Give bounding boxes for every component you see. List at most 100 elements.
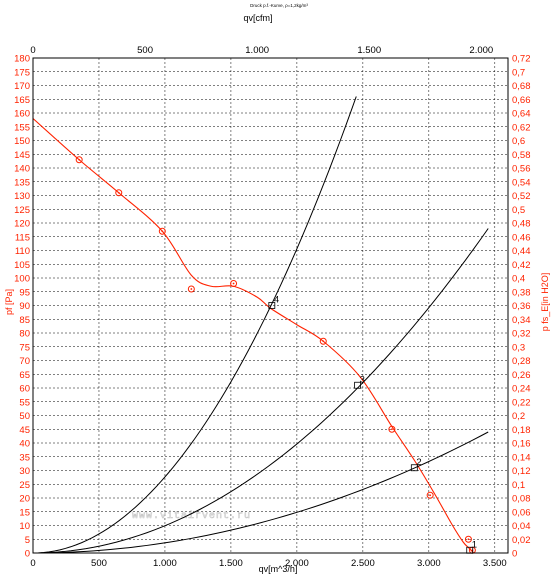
x-top-tick-label: 500	[137, 45, 153, 56]
y-left-tick-label: 170	[14, 81, 30, 92]
y-right-tick-label: 0,08	[512, 494, 531, 505]
y-left-tick-label: 155	[14, 122, 30, 133]
fan-curve-marker	[388, 425, 396, 433]
y-right-tick-label: 0,62	[512, 122, 531, 133]
x-bottom-tick-label: 1.000	[153, 558, 177, 569]
operating-point-marker	[268, 302, 276, 309]
fan-curve-marker-dot	[78, 158, 81, 161]
fan-curve-marker-dot	[322, 340, 325, 343]
y-left-tick-label: 95	[19, 287, 30, 298]
y-right-tick-label: 0	[512, 549, 517, 560]
y-left-tick-label: 30	[19, 466, 30, 477]
y-left-tick-label: 120	[14, 219, 30, 230]
y-left-tick-label: 40	[19, 439, 30, 450]
y-left-tick-label: 165	[14, 95, 30, 106]
x-bottom-tick-label: 3.500	[483, 558, 507, 569]
y-left-tick-label: 180	[14, 54, 30, 65]
x-bottom-tick-label: 3.000	[417, 558, 441, 569]
y-right-tick-label: 0,24	[512, 384, 531, 395]
y-left-tick-label: 45	[19, 425, 30, 436]
y-right-tick-label: 0,68	[512, 81, 531, 92]
y-left-tick-label: 15	[19, 507, 30, 518]
y-right-tick-label: 0,2	[512, 411, 525, 422]
y-right-tick-label: 0,06	[512, 507, 531, 518]
fan-curve-marker	[75, 156, 83, 164]
x-top-tick-label: 0	[30, 45, 35, 56]
x-bottom-tick-label: 0	[30, 558, 35, 569]
y-right-tick-label: 0,32	[512, 329, 531, 340]
operating-point-label: 3	[360, 374, 365, 385]
y-left-tick-label: 80	[19, 329, 30, 340]
y-left-tick-label: 145	[14, 150, 30, 161]
x-axis-bottom-label: qv[m^3/h]	[259, 564, 298, 574]
fan-curve-marker	[230, 280, 238, 287]
y-right-tick-label: 0,16	[512, 439, 531, 450]
y-right-tick-label: 0,52	[512, 191, 531, 202]
y-left-tick-label: 50	[19, 411, 30, 422]
y-right-tick-label: 0,36	[512, 301, 531, 312]
fan-curve-marker	[319, 337, 327, 345]
y-right-tick-label: 0,54	[512, 177, 531, 188]
y-left-tick-label: 105	[14, 260, 30, 271]
x-bottom-tick-label: 2.000	[285, 558, 309, 569]
y-right-tick-label: 0,14	[512, 452, 531, 463]
system-curve-line	[32, 96, 357, 554]
y-right-tick-label: 0,1	[512, 480, 525, 491]
y-left-tick-label: 140	[14, 164, 30, 175]
operating-point-label: 4	[274, 295, 279, 306]
y-right-tick-label: 0,5	[512, 205, 525, 216]
y-left-tick-label: 0	[25, 549, 30, 560]
fan-curve-marker-dot	[190, 288, 193, 290]
chart-title: Druck p.f.-Kurve, ρ=1,2kg/m³	[250, 3, 308, 8]
y-left-tick-label: 135	[14, 177, 30, 188]
fan-curve-marker-dot	[232, 282, 235, 285]
y-right-tick-label: 0,56	[512, 164, 531, 175]
y-right-tick-label: 0,46	[512, 232, 531, 243]
y-right-tick-label: 0,3	[512, 342, 525, 353]
y-right-tick-label: 0,02	[512, 535, 531, 546]
y-left-tick-label: 100	[14, 274, 30, 285]
y-left-tick-label: 115	[15, 232, 30, 243]
y-left-tick-label: 60	[19, 384, 30, 395]
y-right-tick-label: 0,22	[512, 397, 531, 408]
y-left-tick-label: 160	[14, 109, 30, 120]
series-group	[32, 96, 489, 554]
x-bottom-tick-label: 1.500	[219, 558, 243, 569]
y-right-tick-label: 0,04	[512, 521, 531, 532]
y-right-tick-label: 0,44	[512, 246, 531, 257]
y-left-tick-label: 125	[14, 205, 30, 216]
y-axis-left-label: pf [Pa]	[4, 289, 14, 315]
y-left-tick-label: 75	[19, 342, 30, 353]
y-right-tick-label: 0,66	[512, 95, 531, 106]
fan-curve-marker-dot	[161, 230, 164, 233]
watermark: www.vitairvent.ru	[132, 510, 251, 522]
system-curve-line	[32, 228, 489, 554]
y-right-tick-label: 0,48	[512, 219, 531, 230]
fan-curve-marker-dot	[429, 494, 432, 497]
y-left-tick-label: 20	[19, 494, 30, 505]
y-right-tick-label: 0,4	[512, 274, 525, 285]
fan-curve-marker	[426, 491, 434, 499]
y-right-tick-label: 0,64	[512, 109, 531, 120]
y-right-tick-label: 0,42	[512, 260, 531, 271]
y-left-tick-label: 55	[19, 397, 30, 408]
y-left-tick-label: 65	[19, 370, 30, 381]
operating-point-marker	[354, 381, 361, 389]
y-right-tick-label: 0,7	[512, 67, 525, 78]
y-left-tick-label: 70	[19, 356, 30, 367]
y-right-tick-label: 0,28	[512, 356, 531, 367]
y-axis-right-label: p fs_E[in H2O]	[540, 273, 550, 332]
operating-point-marker	[410, 464, 418, 472]
x-top-tick-label: 1.000	[245, 45, 269, 56]
grid	[33, 58, 508, 553]
tick-labels: 0510152025303540455055606570758085909510…	[14, 45, 530, 569]
x-axis-top-label: qv[cfm]	[243, 13, 272, 23]
y-right-tick-label: 0,26	[512, 370, 531, 381]
y-left-tick-label: 25	[19, 480, 30, 491]
y-right-tick-label: 0,58	[512, 150, 531, 161]
fan-curve-marker-dot	[117, 191, 120, 194]
y-right-tick-label: 0,72	[512, 54, 531, 65]
fan-curve-marker	[158, 227, 166, 235]
fan-curve-marker-dot	[467, 538, 470, 541]
x-bottom-tick-label: 2.500	[351, 558, 375, 569]
